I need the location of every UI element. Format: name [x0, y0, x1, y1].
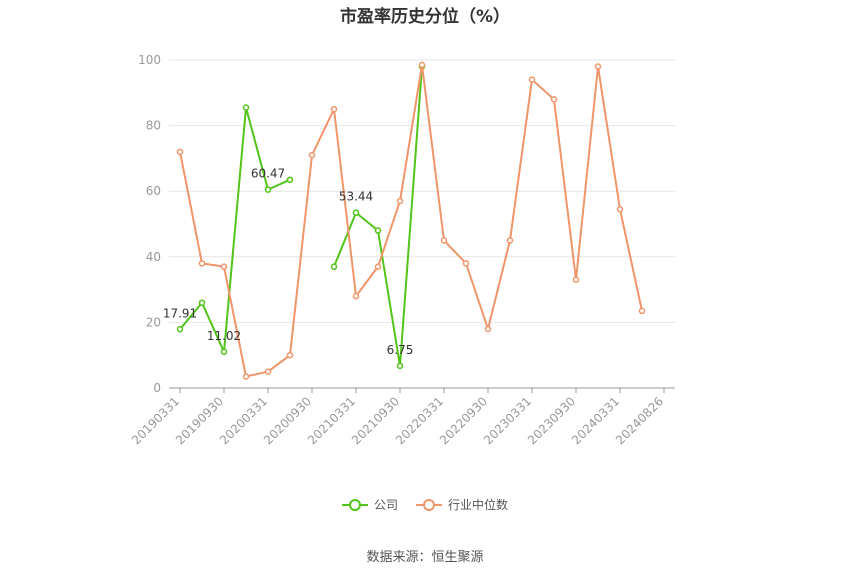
data-point-1: [418, 61, 426, 69]
chart-title: 市盈率历史分位（%）: [339, 7, 511, 27]
x-tick-label: 20240826: [613, 394, 666, 447]
data-point-0: [374, 227, 382, 234]
data-point-1: [550, 96, 558, 103]
data-point-1: [242, 373, 250, 380]
data-label: 17.91: [163, 306, 197, 320]
legend-swatch-icon: [416, 498, 442, 511]
legend-label: 公司: [373, 498, 398, 512]
data-point-1: [506, 237, 514, 244]
series-line-1: [179, 64, 643, 378]
grid-lines: [169, 59, 675, 323]
data-labels: 17.91 11.02 60.47 53.44 6.75: [163, 167, 414, 357]
data-point-0: [220, 348, 228, 356]
y-tick-label: 40: [146, 250, 161, 264]
legend-swatch-marker: [348, 498, 361, 511]
data-point-1: [462, 260, 470, 267]
data-label: 60.47: [251, 167, 285, 181]
data-point-1: [528, 76, 536, 83]
y-tick-label: 0: [153, 381, 161, 395]
data-label: 11.02: [207, 329, 241, 343]
data-point-1: [220, 263, 228, 270]
legend-item-1[interactable]: 行业中位数: [416, 496, 508, 513]
data-point-1: [308, 151, 316, 159]
data-point-0: [198, 299, 206, 306]
data-point-1: [616, 205, 624, 213]
data-point-0: [352, 209, 360, 216]
data-point-1: [440, 237, 448, 244]
data-point-1: [330, 105, 338, 113]
data-label: 6.75: [387, 343, 414, 357]
data-point-0: [330, 263, 338, 270]
data-point-1: [594, 63, 602, 70]
data-point-1: [198, 260, 206, 267]
data-point-1: [286, 351, 294, 359]
legend: 公司 行业中位数: [0, 496, 850, 513]
data-point-1: [484, 325, 492, 333]
data-point-1: [572, 276, 580, 284]
y-tick-label: 20: [146, 315, 161, 329]
data-point-0: [242, 104, 250, 111]
legend-label: 行业中位数: [448, 498, 509, 512]
data-point-0: [396, 362, 404, 370]
legend-swatch-marker: [423, 498, 435, 511]
series-lines: [176, 61, 646, 380]
legend-item-0[interactable]: 公司: [341, 496, 398, 513]
data-point-1: [396, 197, 404, 205]
y-tick-label: 80: [146, 119, 161, 133]
series-line-0: [179, 107, 291, 356]
data-point-1: [352, 292, 360, 300]
source-note: 数据来源：恒生聚源: [366, 550, 484, 565]
data-point-1: [638, 307, 646, 315]
y-tick-label: 60: [146, 184, 161, 198]
data-point-1: [176, 148, 184, 156]
data-point-0: [176, 326, 184, 333]
data-point-1: [264, 368, 272, 375]
data-point-0: [264, 186, 272, 193]
data-point-0: [286, 176, 294, 183]
legend-swatch-icon: [341, 498, 368, 511]
data-label: 53.44: [339, 190, 373, 204]
data-point-1: [374, 263, 382, 270]
y-tick-label: 100: [138, 53, 161, 67]
